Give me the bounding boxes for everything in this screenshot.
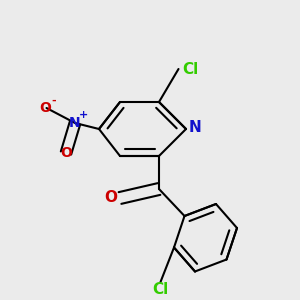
Text: O: O (60, 146, 72, 160)
Text: Cl: Cl (182, 61, 199, 76)
Text: -: - (51, 95, 56, 106)
Text: O: O (104, 190, 118, 206)
Text: O: O (39, 101, 51, 115)
Text: Cl: Cl (152, 282, 169, 297)
Text: N: N (189, 120, 201, 135)
Text: N: N (69, 116, 81, 130)
Text: +: + (79, 110, 88, 121)
